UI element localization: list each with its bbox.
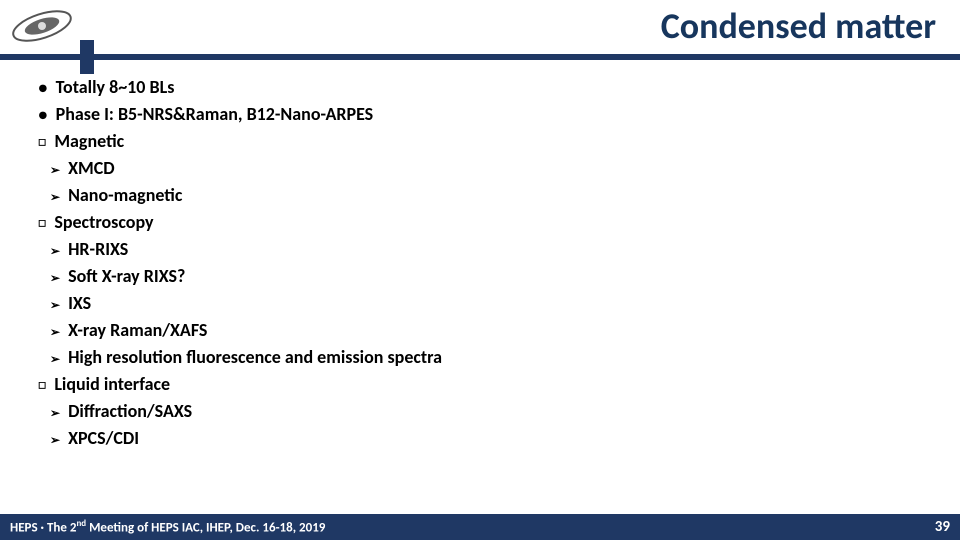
bullet-text: Spectroscopy (54, 209, 153, 236)
arrow-bullet-icon: ➢ (50, 351, 60, 369)
content-body: ● Totally 8~10 BLs ● Phase I: B5-NRS&Raman,… (38, 74, 940, 452)
arrow-bullet-icon: ➢ (50, 432, 60, 450)
dot-bullet-icon: ● (38, 77, 48, 101)
arrow-bullet-icon: ➢ (50, 189, 60, 207)
dot-bullet-icon: ● (38, 104, 48, 128)
footer-text: HEPS · The 2nd Meeting of HEPS IAC, IHEP… (10, 518, 325, 535)
arrow-bullet-icon: ➢ (50, 405, 60, 423)
bullet-text: HR-RIXS (68, 236, 128, 263)
square-bullet-icon: ◻ (38, 215, 46, 230)
bullet-text: Totally 8~10 BLs (56, 74, 175, 101)
header: Condensed matter (0, 0, 960, 58)
footer: HEPS · The 2nd Meeting of HEPS IAC, IHEP… (0, 514, 960, 540)
bullet-text: Nano-magnetic (68, 182, 182, 209)
bullet-text: Liquid interface (54, 371, 170, 398)
bullet-item: ➢ XPCS/CDI (38, 425, 940, 452)
bullet-text: High resolution fluorescence and emissio… (68, 344, 442, 371)
bullet-item: ➢ HR-RIXS (38, 236, 940, 263)
bullet-text: X-ray Raman/XAFS (68, 317, 207, 344)
bullet-item: ◻ Magnetic (38, 128, 940, 155)
bullet-item: ➢ High resolution fluorescence and emissi… (38, 344, 940, 371)
bullet-text: Magnetic (54, 128, 124, 155)
bullet-item: ➢ IXS (38, 290, 940, 317)
arrow-bullet-icon: ➢ (50, 162, 60, 180)
square-bullet-icon: ◻ (38, 377, 46, 392)
arrow-bullet-icon: ➢ (50, 243, 60, 261)
bullet-text: Diffraction/SAXS (68, 398, 192, 425)
bullet-text: XPCS/CDI (68, 425, 139, 452)
bullet-item: ● Totally 8~10 BLs (38, 74, 940, 101)
bullet-item: ➢ X-ray Raman/XAFS (38, 317, 940, 344)
bullet-item: ● Phase I: B5-NRS&Raman, B12-Nano-ARPES (38, 101, 940, 128)
bullet-item: ➢ Soft X-ray RIXS? (38, 263, 940, 290)
bullet-text: XMCD (68, 155, 115, 182)
arrow-bullet-icon: ➢ (50, 297, 60, 315)
arrow-bullet-icon: ➢ (50, 270, 60, 288)
arrow-bullet-icon: ➢ (50, 324, 60, 342)
header-rule (0, 54, 960, 60)
bullet-item: ➢ XMCD (38, 155, 940, 182)
bullet-item: ◻ Spectroscopy (38, 209, 940, 236)
page-number: 39 (935, 518, 950, 536)
bullet-item: ◻ Liquid interface (38, 371, 940, 398)
galaxy-logo-icon (8, 4, 76, 48)
bullet-item: ➢ Diffraction/SAXS (38, 398, 940, 425)
slide: Condensed matter ● Totally 8~10 BLs ● Phase… (0, 0, 960, 540)
bullet-text: IXS (68, 290, 91, 317)
bullet-text: Phase I: B5-NRS&Raman, B12-Nano-ARPES (56, 101, 374, 128)
square-bullet-icon: ◻ (38, 134, 46, 149)
bullet-item: ➢ Nano-magnetic (38, 182, 940, 209)
bullet-text: Soft X-ray RIXS? (68, 263, 185, 290)
page-title: Condensed matter (661, 4, 936, 48)
